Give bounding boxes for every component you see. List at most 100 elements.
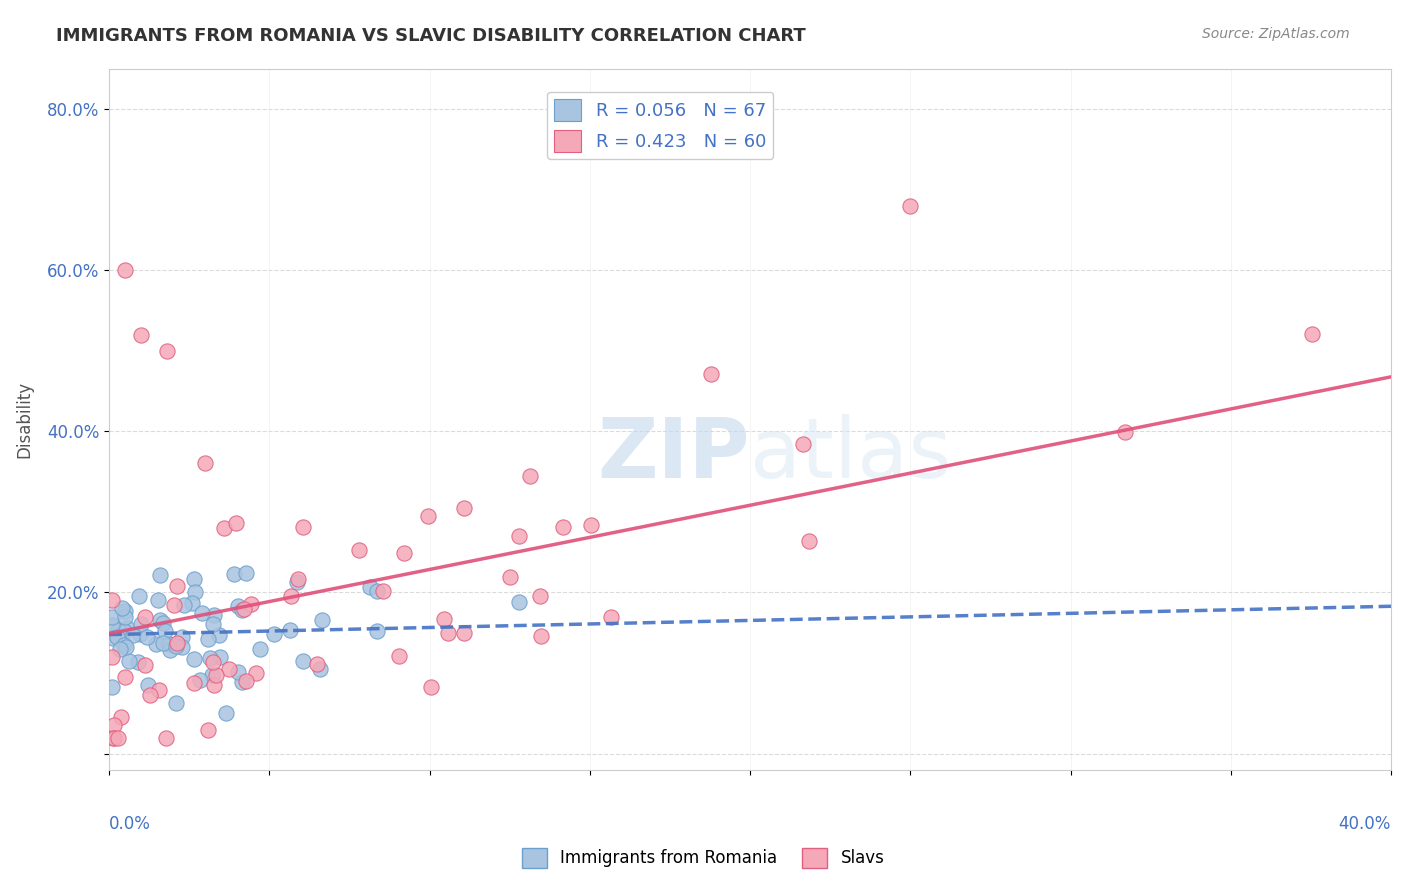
Point xyxy=(529,590,551,604)
Point xyxy=(226,599,249,613)
Point xyxy=(155,731,177,745)
Point xyxy=(202,607,225,622)
Point xyxy=(305,657,328,671)
Point xyxy=(347,543,370,558)
Text: IMMIGRANTS FROM ROMANIA VS SLAVIC DISABILITY CORRELATION CHART: IMMIGRANTS FROM ROMANIA VS SLAVIC DISABI… xyxy=(56,27,806,45)
Point xyxy=(225,516,247,530)
Point xyxy=(200,650,222,665)
Point xyxy=(499,570,522,584)
Point xyxy=(530,630,553,644)
Point xyxy=(311,613,333,627)
Point xyxy=(173,598,195,612)
Point xyxy=(118,653,141,667)
Point xyxy=(112,638,135,652)
Point xyxy=(114,670,136,684)
Point xyxy=(797,534,820,549)
Point xyxy=(309,662,332,676)
Point xyxy=(212,521,235,535)
Point xyxy=(263,627,285,641)
Point xyxy=(134,658,156,673)
Point xyxy=(232,602,254,616)
Point xyxy=(208,650,231,665)
Point xyxy=(202,678,225,692)
Text: atlas: atlas xyxy=(749,414,952,495)
Point xyxy=(197,723,219,737)
Point xyxy=(183,676,205,690)
Text: 0.0%: 0.0% xyxy=(110,815,150,833)
Point xyxy=(129,327,152,342)
Point xyxy=(898,198,921,212)
Point xyxy=(453,626,475,640)
Point xyxy=(101,650,124,665)
Point xyxy=(292,519,315,533)
Point xyxy=(101,681,124,695)
Point xyxy=(1301,326,1323,341)
Point xyxy=(101,610,124,624)
Point xyxy=(165,639,187,653)
Point xyxy=(231,603,253,617)
Point xyxy=(508,594,530,608)
Point xyxy=(114,604,136,618)
Point xyxy=(278,623,301,637)
Point xyxy=(432,612,454,626)
Point xyxy=(208,628,231,642)
Point xyxy=(145,637,167,651)
Point xyxy=(224,567,246,582)
Point xyxy=(136,677,159,691)
Point xyxy=(218,662,240,676)
Point xyxy=(183,652,205,666)
Point xyxy=(166,579,188,593)
Point xyxy=(110,710,132,724)
Point xyxy=(700,368,723,382)
Point xyxy=(134,610,156,624)
Point xyxy=(152,615,174,630)
Point xyxy=(103,731,125,745)
Point xyxy=(148,593,170,607)
Point xyxy=(128,590,150,604)
Point xyxy=(183,585,205,599)
Point xyxy=(117,621,139,635)
Point xyxy=(191,607,214,621)
Point xyxy=(1114,425,1136,439)
Point xyxy=(792,437,814,451)
Point xyxy=(101,617,124,632)
Point xyxy=(292,654,315,668)
Point xyxy=(285,575,308,590)
Point xyxy=(170,631,193,645)
Point xyxy=(215,706,238,721)
Point xyxy=(108,641,131,656)
Point xyxy=(201,667,224,681)
Point xyxy=(197,632,219,646)
Point xyxy=(366,624,388,638)
Point xyxy=(136,631,159,645)
Point xyxy=(165,696,187,710)
Point xyxy=(101,593,124,607)
Point xyxy=(153,624,176,639)
Point xyxy=(416,508,439,523)
Point xyxy=(240,597,263,611)
Point xyxy=(249,642,271,657)
Point xyxy=(366,583,388,598)
Text: Source: ZipAtlas.com: Source: ZipAtlas.com xyxy=(1202,27,1350,41)
Point xyxy=(159,642,181,657)
Point xyxy=(245,665,267,680)
Point xyxy=(188,673,211,687)
Point xyxy=(519,469,541,483)
Point xyxy=(156,343,179,358)
Point xyxy=(553,520,575,534)
Point xyxy=(127,655,149,669)
Point xyxy=(170,640,193,654)
Point xyxy=(152,636,174,650)
Point xyxy=(103,718,125,732)
Point xyxy=(139,688,162,702)
Point xyxy=(287,572,309,586)
Point xyxy=(226,665,249,679)
Legend: R = 0.056   N = 67, R = 0.423   N = 60: R = 0.056 N = 67, R = 0.423 N = 60 xyxy=(547,92,773,159)
Point xyxy=(114,640,136,655)
Point xyxy=(101,731,124,745)
Point xyxy=(162,598,184,612)
Point xyxy=(111,601,134,615)
Point xyxy=(508,529,530,543)
Point xyxy=(183,572,205,586)
Point xyxy=(114,610,136,624)
